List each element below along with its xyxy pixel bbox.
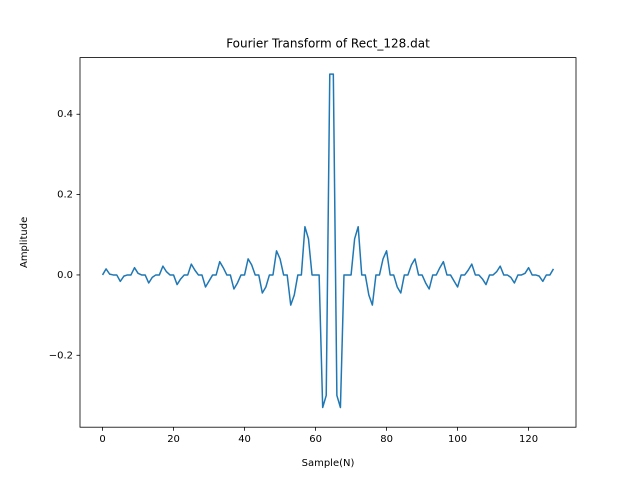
x-tick-label: 120 bbox=[519, 434, 538, 445]
x-tick-label: 60 bbox=[309, 434, 322, 445]
x-axis-label: Sample(N) bbox=[302, 458, 355, 469]
y-tick-label: 0.0 bbox=[57, 270, 73, 281]
x-tick-label: 40 bbox=[238, 434, 251, 445]
x-tick-label: 20 bbox=[167, 434, 180, 445]
plot-frame bbox=[79, 57, 577, 428]
x-tick-label: 0 bbox=[99, 434, 105, 445]
chart-title: Fourier Transform of Rect_128.dat bbox=[226, 37, 430, 51]
data-line bbox=[101, 73, 555, 409]
y-axis-label: Amplitude bbox=[19, 217, 30, 268]
y-tick-label: −0.2 bbox=[49, 350, 73, 361]
x-tick-label: 80 bbox=[380, 434, 393, 445]
y-tick-label: 0.4 bbox=[57, 109, 73, 120]
x-tick-label: 100 bbox=[448, 434, 467, 445]
y-tick-label: 0.2 bbox=[57, 190, 73, 201]
